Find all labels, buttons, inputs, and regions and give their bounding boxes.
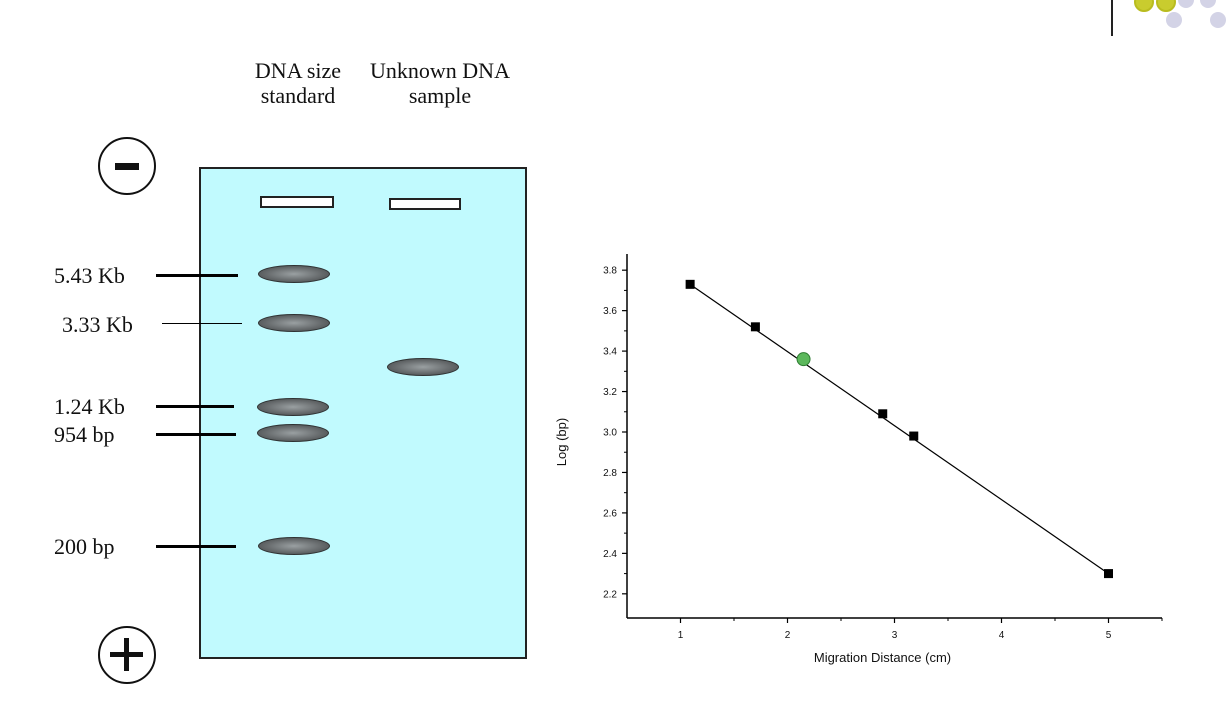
- decor-dot: [1200, 0, 1216, 8]
- y-tick-label: 3.6: [603, 306, 617, 317]
- negative-electrode-icon: [98, 137, 156, 195]
- marker-line-954: [156, 433, 236, 436]
- decor-dot: [1166, 12, 1182, 28]
- standard-data-point: [878, 409, 888, 419]
- band-200: [258, 537, 330, 555]
- decor-dot: [1134, 0, 1154, 12]
- band-unknown: [387, 358, 459, 376]
- band-954: [257, 424, 329, 442]
- header-size-standard-text: DNA size standard: [254, 58, 342, 108]
- decor-dot: [1210, 12, 1226, 28]
- y-tick-label: 3.0: [603, 428, 617, 439]
- header-unknown-sample-text: Unknown DNA sample: [370, 58, 510, 108]
- marker-label-954: 954 bp: [54, 422, 115, 447]
- decor-dot: [1178, 0, 1194, 8]
- well-standard: [260, 196, 334, 208]
- marker-line-5430: [156, 274, 238, 277]
- agarose-gel: [199, 167, 527, 659]
- standard-data-point: [750, 322, 760, 332]
- standard-data-point: [909, 431, 919, 441]
- marker-label-200: 200 bp: [54, 534, 115, 559]
- y-tick-label: 2.4: [603, 549, 617, 560]
- header-unknown-sample: Unknown DNA sample: [370, 58, 510, 108]
- well-unknown: [389, 198, 461, 210]
- x-tick-label: 2: [785, 630, 791, 641]
- y-tick-label: 2.8: [603, 468, 617, 479]
- x-tick-label: 3: [892, 630, 898, 641]
- band-3330: [258, 314, 330, 332]
- x-tick-label: 1: [678, 630, 684, 641]
- band-5430: [258, 265, 330, 283]
- marker-label-5430: 5.43 Kb: [54, 263, 125, 288]
- unknown-sample-point: [796, 352, 811, 367]
- y-tick-label: 3.8: [603, 266, 617, 277]
- marker-line-200: [156, 545, 236, 548]
- standard-data-point: [685, 279, 695, 289]
- corner-divider: [1111, 0, 1113, 36]
- y-tick-label: 3.4: [603, 347, 617, 358]
- marker-label-3330: 3.33 Kb: [62, 312, 133, 337]
- band-1240: [257, 398, 329, 416]
- x-axis-label: Migration Distance (cm): [814, 650, 951, 665]
- y-tick-label: 2.6: [603, 508, 617, 519]
- marker-line-3330: [162, 323, 242, 324]
- y-axis-label: Log (bp): [554, 418, 569, 466]
- positive-electrode-icon: [98, 626, 156, 684]
- header-size-standard: DNA size standard: [238, 58, 358, 108]
- y-tick-label: 3.2: [603, 387, 617, 398]
- y-tick-label: 2.2: [603, 589, 617, 600]
- fit-line: [689, 283, 1109, 575]
- standard-data-point: [1104, 569, 1113, 579]
- marker-line-1240: [156, 405, 234, 408]
- marker-label-1240: 1.24 Kb: [54, 394, 125, 419]
- standard-curve-chart: 2.2 2.4 2.6 2.8 3.0 3.2 3.4 3.6 3.8 1 2 3 4 5 Migratio…: [554, 254, 1163, 665]
- x-tick-label: 4: [999, 630, 1005, 641]
- x-tick-label: 5: [1106, 630, 1112, 641]
- decor-dot: [1156, 0, 1176, 12]
